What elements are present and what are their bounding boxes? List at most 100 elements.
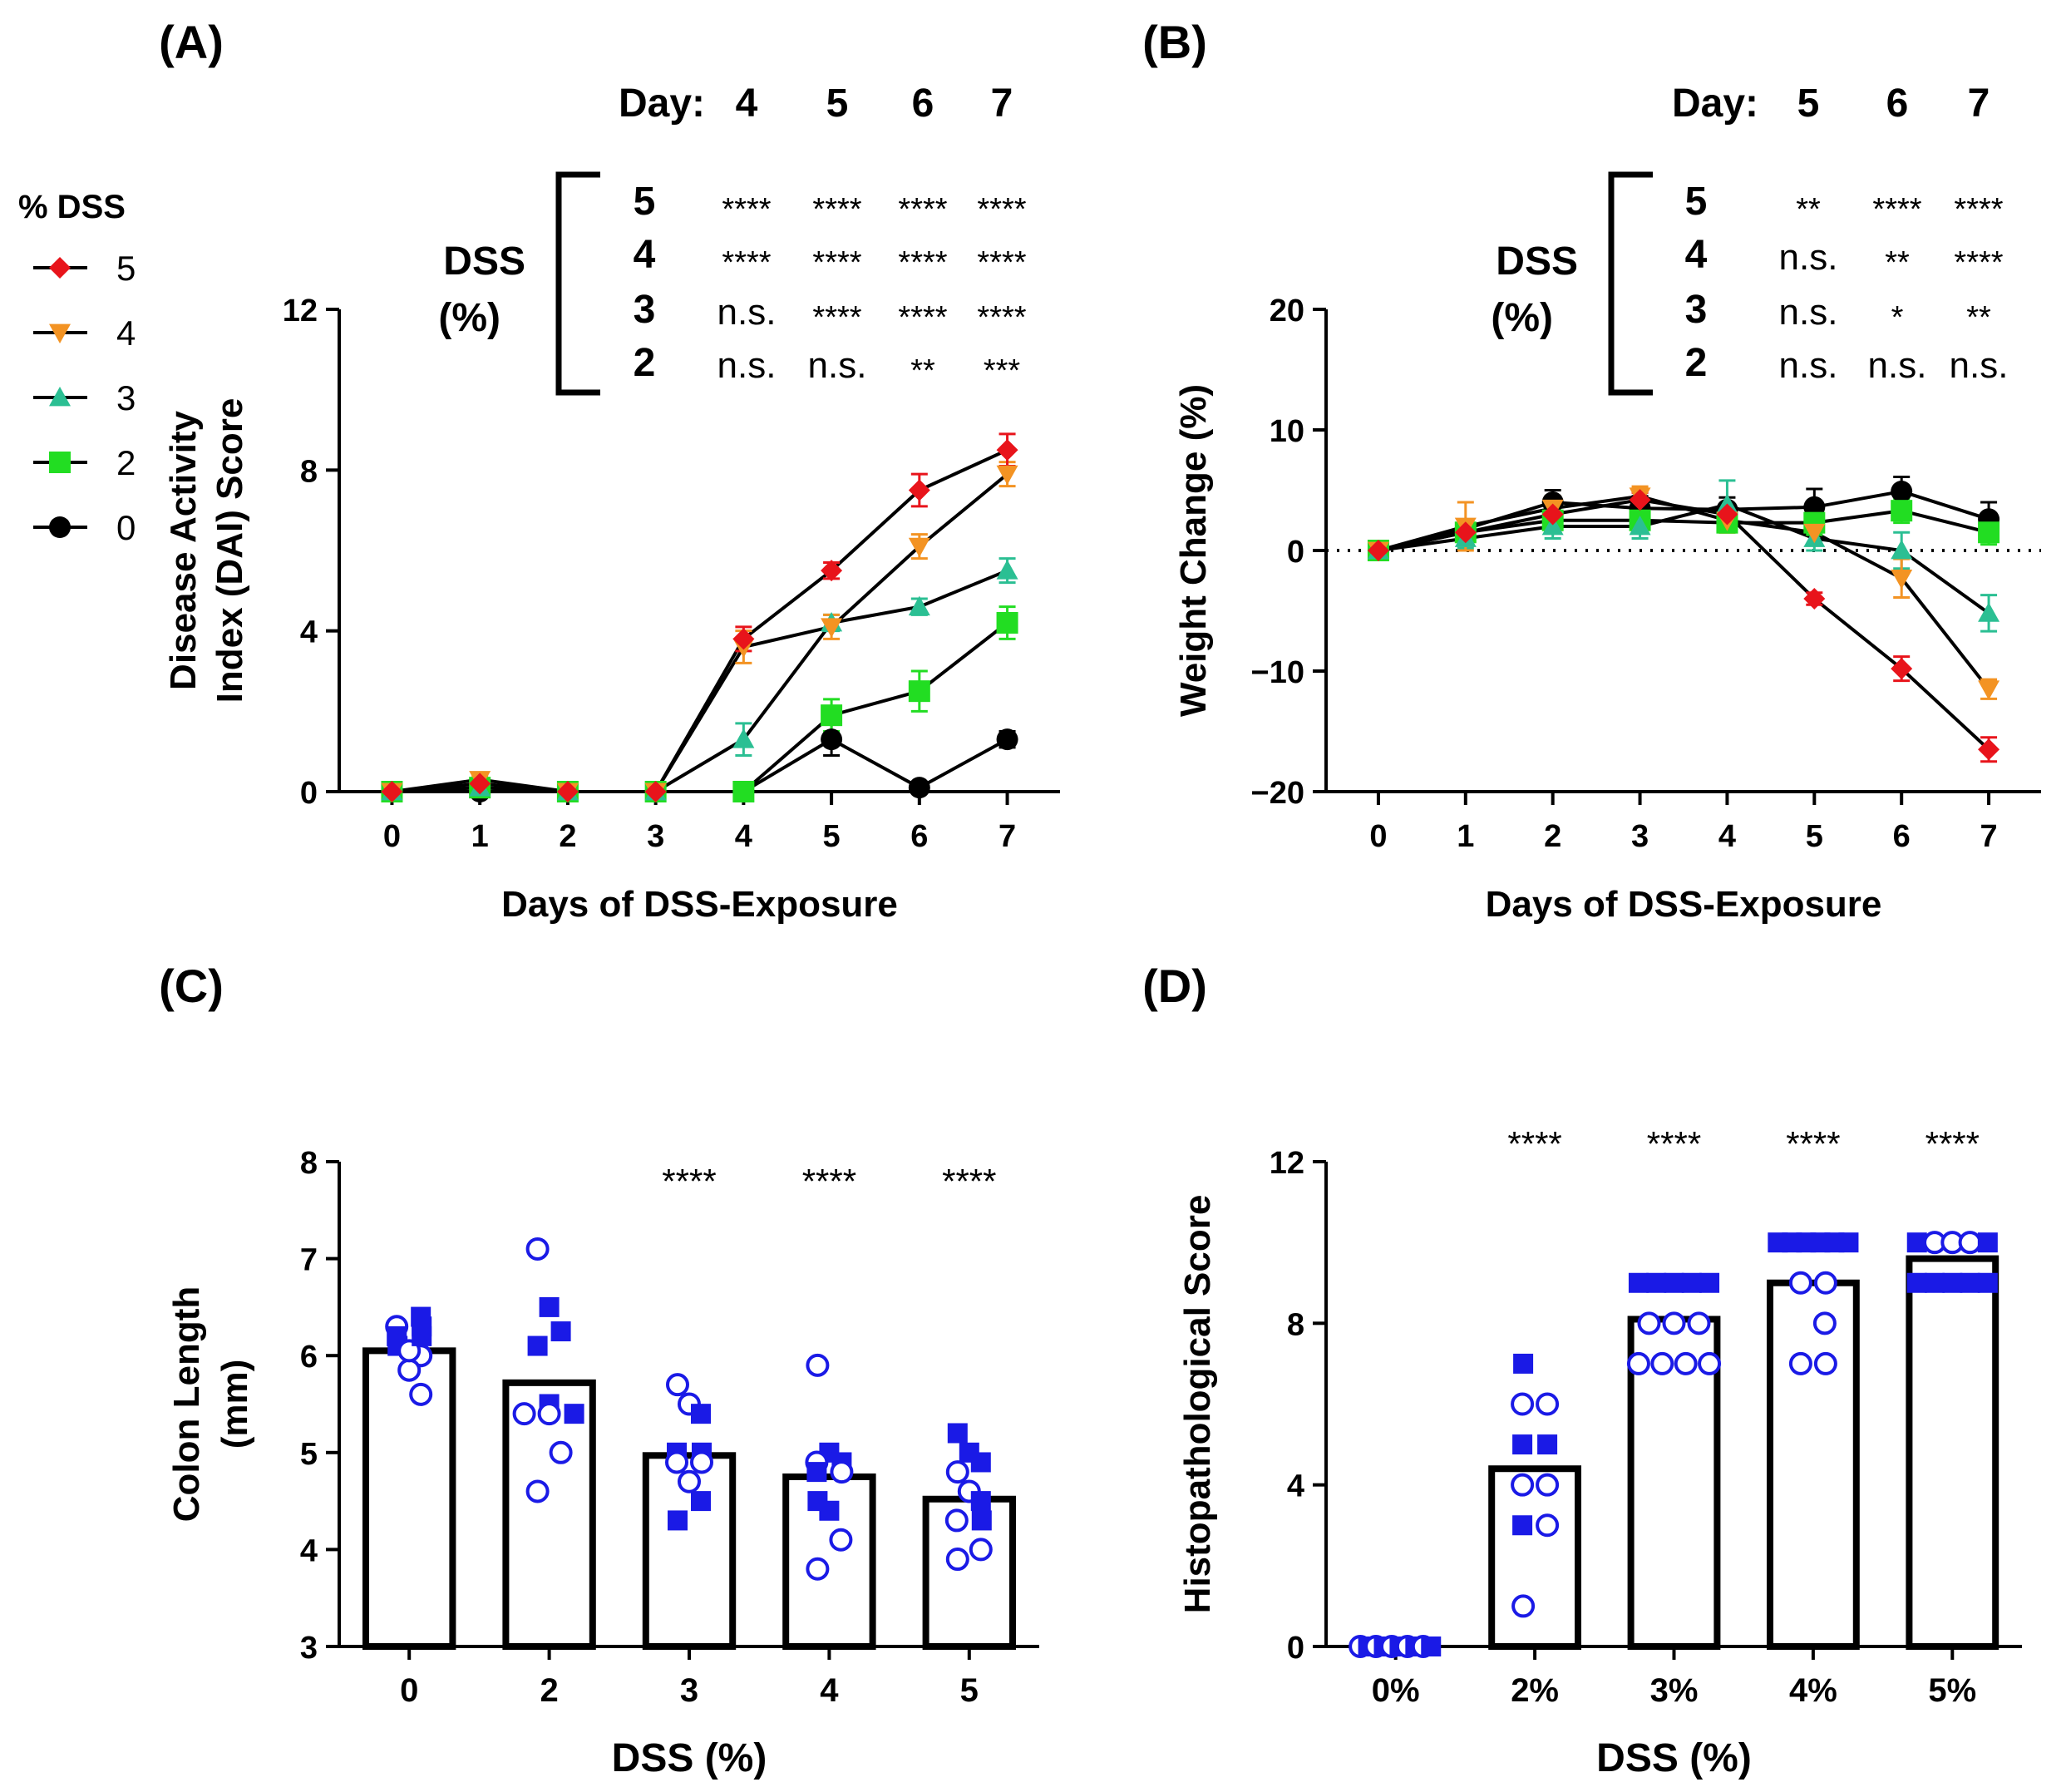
legend-marker xyxy=(49,516,71,538)
legend-label: 3 xyxy=(116,378,136,417)
y-axis-label: Disease Activity xyxy=(163,411,204,690)
legend-label: 4 xyxy=(116,313,136,353)
day-column-label: 7 xyxy=(991,81,1013,126)
series-line xyxy=(1378,502,1990,615)
data-point xyxy=(690,1450,713,1474)
data-point xyxy=(908,680,930,703)
line-chart: −20 −10 0 10 20 0 1 2 3 4 5 6 7 Days of DSS-Exposure W… xyxy=(1173,294,2041,925)
group-label: (%) xyxy=(1491,296,1553,340)
panel-letter: (C) xyxy=(159,960,224,1012)
data-point xyxy=(969,1538,993,1562)
data-point xyxy=(469,773,491,795)
series-line xyxy=(392,569,1008,793)
data-point xyxy=(1891,569,1913,590)
y-axis-label: (mm) xyxy=(214,1360,255,1449)
data-point xyxy=(525,1479,550,1503)
x-tick-label: 3% xyxy=(1650,1672,1699,1709)
data-point xyxy=(1536,1513,1560,1538)
y-tick-label: 7 xyxy=(300,1243,318,1278)
data-point xyxy=(1698,1351,1722,1375)
data-point xyxy=(411,1306,431,1327)
data-point xyxy=(1646,1272,1667,1293)
data-point xyxy=(537,1402,561,1426)
data-point xyxy=(1628,1272,1649,1293)
significance-mark: n.s. xyxy=(1868,345,1927,386)
legend-marker xyxy=(49,257,71,279)
data-point xyxy=(1977,1232,1998,1253)
data-point xyxy=(1541,503,1564,526)
x-tick-label: 4 xyxy=(820,1672,839,1709)
data-point xyxy=(996,465,1018,486)
data-point xyxy=(1978,680,2000,700)
significance-mark: * xyxy=(1891,300,1904,335)
data-point xyxy=(1650,1351,1674,1375)
x-tick-label: 0% xyxy=(1372,1672,1420,1709)
data-point xyxy=(1536,1473,1560,1497)
bar xyxy=(362,1347,456,1650)
y-tick-label: 12 xyxy=(1270,1146,1304,1181)
y-tick-label: 3 xyxy=(300,1631,318,1666)
data-point xyxy=(947,1423,968,1444)
data-point xyxy=(1813,1351,1837,1375)
group-label: DSS xyxy=(443,239,525,284)
data-point xyxy=(1626,1351,1650,1375)
data-point xyxy=(691,1491,711,1512)
y-tick-label: 4 xyxy=(1287,1469,1304,1504)
bar xyxy=(502,1379,596,1651)
x-tick-label: 0 xyxy=(400,1672,418,1709)
day-label: Day: xyxy=(1672,81,1758,126)
data-point xyxy=(397,1358,422,1382)
y-axis-label: Weight Change (%) xyxy=(1173,384,1214,717)
y-tick-label: 8 xyxy=(300,454,318,489)
data-point xyxy=(1906,1272,1927,1293)
data-point xyxy=(666,1373,689,1397)
significance-mark: **** xyxy=(898,192,947,227)
x-tick-label: 1 xyxy=(1457,819,1474,854)
series-line xyxy=(1378,498,1990,751)
significance-mark: **** xyxy=(812,192,861,227)
data-point xyxy=(944,1508,969,1533)
data-point xyxy=(1537,1434,1558,1455)
data-point xyxy=(1978,602,2000,622)
significance-mark: **** xyxy=(977,192,1026,227)
data-point xyxy=(806,1557,830,1581)
panel-letter: (A) xyxy=(159,16,224,68)
data-point xyxy=(1838,1232,1859,1253)
data-point xyxy=(1978,738,2000,761)
data-point xyxy=(1637,1311,1661,1335)
y-axis-label: Colon Length xyxy=(166,1286,207,1523)
significance-mark: ** xyxy=(1966,300,1991,335)
data-point xyxy=(564,1404,584,1424)
data-point xyxy=(1958,1231,1982,1255)
day-column-label: 4 xyxy=(736,81,758,126)
legend: % DSS 5 4 3 2 0 xyxy=(18,189,136,547)
day-column-label: 5 xyxy=(826,81,849,126)
panel-letter: (B) xyxy=(1142,16,1207,68)
day-column-label: 5 xyxy=(1797,81,1820,126)
data-point xyxy=(381,781,403,802)
significance-mark: n.s. xyxy=(717,345,777,386)
significance-mark: n.s. xyxy=(717,292,777,333)
day-column-label: 6 xyxy=(1886,81,1909,126)
data-point xyxy=(821,728,843,751)
significance-mark: **** xyxy=(722,192,771,227)
bar-chart: 3 4 5 6 7 8 0 2 3 **** 4 **** 5 **** DSS (%) Colon Leng… xyxy=(166,1146,1039,1780)
data-point xyxy=(945,1548,969,1572)
legend-marker xyxy=(49,452,71,473)
significance-mark: **** xyxy=(812,245,861,280)
data-point xyxy=(1978,521,2000,544)
significance-mark: **** xyxy=(1647,1124,1701,1163)
data-point xyxy=(1891,500,1913,522)
y-tick-label: 0 xyxy=(300,776,318,811)
y-tick-label: −10 xyxy=(1251,655,1304,690)
y-tick-label: 4 xyxy=(300,1533,318,1568)
data-point xyxy=(1662,1311,1686,1335)
x-tick-label: 2 xyxy=(540,1672,558,1709)
data-point xyxy=(971,1510,992,1531)
data-point xyxy=(678,1469,701,1493)
series-line xyxy=(392,472,1008,793)
bar xyxy=(1906,1255,1999,1650)
series-line xyxy=(392,448,1008,793)
x-tick-label: 1 xyxy=(471,819,489,854)
